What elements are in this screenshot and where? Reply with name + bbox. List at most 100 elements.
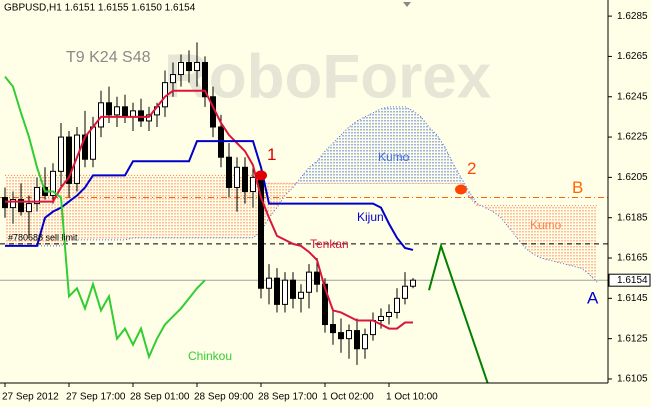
kumo-hatch [437,135,445,184]
y-tick-label: 1.6205 [617,172,648,183]
candle-body [362,334,368,350]
candle-body [90,126,96,160]
kumo-hatch [373,108,381,184]
candle-body [386,311,392,317]
candle-body [18,199,24,213]
kumo-hatch [469,191,477,206]
candle-body [378,315,384,322]
kumo-hatch [69,175,77,240]
kumo-hatch [493,205,501,218]
level-label: B [572,178,583,197]
kumo-hatch [541,205,549,261]
kumo-hatch [173,175,181,238]
kumo-hatch [205,175,213,238]
kumo-hatch [197,175,205,238]
x-tick-label: 27 Sep 17:00 [66,392,126,403]
y-tick-label: 1.6285 [617,11,648,22]
candle-body [410,279,416,287]
kumo-hatch [573,205,581,269]
candle-body [346,330,352,340]
candle-body [226,156,232,188]
kumo-hatch [285,183,293,196]
candle-body [106,102,112,116]
kumo-hatch [397,106,405,184]
kumo-hatch [357,116,365,184]
candle-body [330,324,336,334]
candle-body [26,203,32,213]
watermark: RoboForex [164,42,492,111]
series-label: Kijun [357,210,384,224]
y-tick-label: 1.6225 [617,132,648,143]
candle-body [250,176,256,192]
kumo-hatch [301,167,309,184]
kumo-hatch [293,177,301,188]
kumo-hatch [453,163,461,184]
kumo-hatch [509,205,517,238]
series-label: Tenkan [310,237,349,251]
kumo-hatch [221,175,229,238]
kumo-hatch [93,175,101,240]
candle-body [402,285,408,299]
kumo-hatch [333,135,341,184]
kumo-hatch [477,203,485,208]
kumo-hatch [77,175,85,240]
settings-label: T9 K24 S48 [66,49,151,66]
candle-body [114,106,120,116]
indicator-line [4,75,206,360]
candle-body [282,279,288,305]
indicator-line [5,89,413,330]
kumo-hatch [125,175,133,240]
kumo-label: Kumo [530,218,562,232]
signal-label: 2 [467,159,476,178]
kumo-hatch [13,175,21,246]
y-tick-label: 1.6105 [617,374,648,385]
x-tick-label: 27 Sep 2012 [2,392,59,403]
kumo-hatch [581,205,589,275]
kumo-hatch [501,205,509,228]
kumo-hatch [549,205,557,263]
candle-body [234,166,240,188]
candle-body [82,134,88,160]
kumo-hatch [133,175,141,238]
x-tick-label: 28 Sep 09:00 [194,392,254,403]
kumo-hatch [317,151,325,184]
kumo-hatch [277,183,285,208]
kumo-hatch [565,205,573,267]
kumo-hatch [381,106,389,184]
chart-title: GBPUSD,H1 1.6151 1.6155 1.6150 1.6154 [4,3,196,14]
signal-label: 1 [267,145,276,164]
current-price-label: 1.6154 [617,275,648,286]
kumo-hatch [445,147,453,184]
price-box [608,273,651,287]
kumo-hatch [269,183,277,218]
candle-body [218,126,224,158]
kumo-hatch [109,175,117,240]
kumo-hatch [229,175,237,238]
x-tick-label: 1 Oct 10:00 [386,392,438,403]
candle-body [50,170,56,197]
kumo-hatch [517,205,525,248]
kumo-label: Kumo [378,150,410,164]
forecast-line [428,242,489,383]
indicator-line [5,140,414,251]
candle-body [34,186,40,205]
kumo-hatch [365,112,373,184]
plot [0,42,608,383]
y-tick-label: 1.6185 [617,212,648,223]
kumo-hatch [341,126,349,184]
kumo-hatch [85,175,93,240]
y-tick-label: 1.6165 [617,253,648,264]
kumo-hatch [557,205,565,265]
kumo-hatch [405,106,413,184]
candle-body [58,136,64,172]
candle-body [322,283,328,326]
candle-body [10,199,16,209]
candle-body [394,297,400,313]
candle-body [290,279,296,299]
candle-body [170,74,176,84]
candle-body [370,320,376,336]
candle-body [338,332,344,340]
candle-body [354,330,360,350]
signal-dot [455,184,467,195]
